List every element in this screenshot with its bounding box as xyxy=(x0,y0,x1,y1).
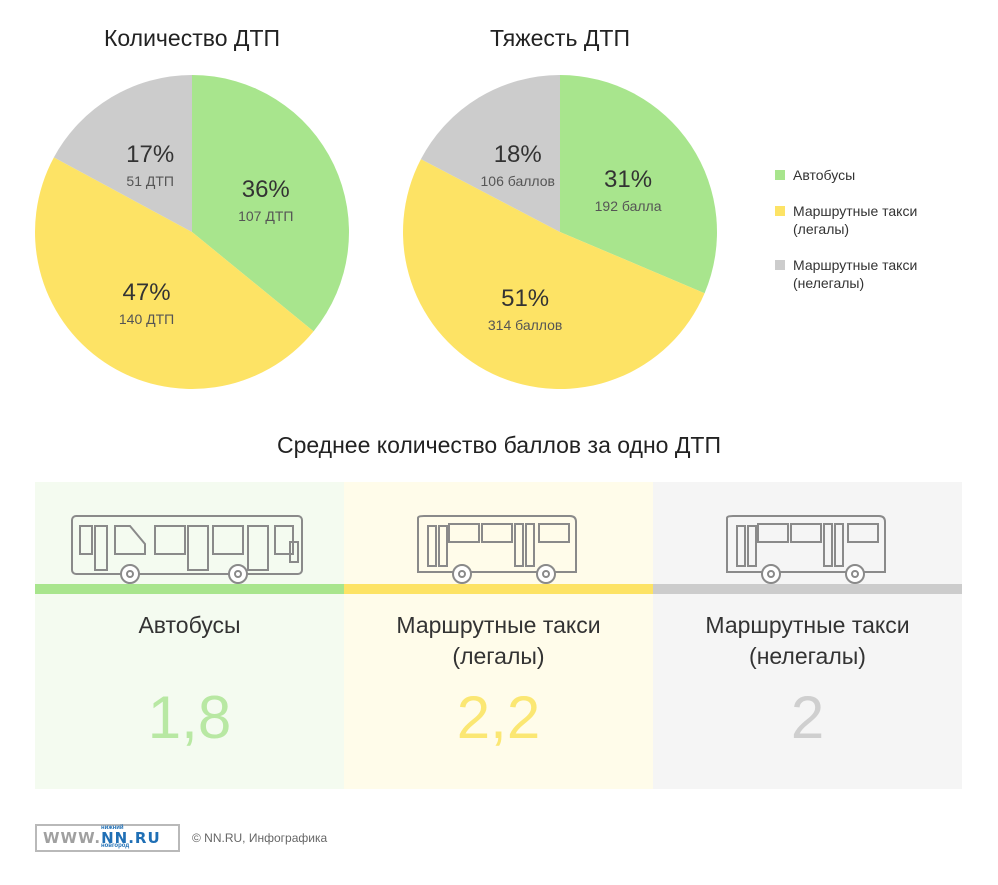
pie-slice-percent: 17% xyxy=(126,141,174,168)
pie-slice-illegal xyxy=(53,75,192,232)
pie-slice-percent: 51% xyxy=(501,285,549,312)
pie-chart-1: 36% 107 ДТП 47% 140 ДТП 17% 51 ДТП xyxy=(35,75,349,389)
copyright-text: © NN.RU, Инфографика xyxy=(192,831,328,845)
legend-item-illegal: Маршрутные такси (нелегалы) xyxy=(775,256,990,292)
pie-slice-legal xyxy=(35,157,314,389)
legend-swatch-legal xyxy=(775,206,785,216)
panel-label-legal: Маршрутные такси (легалы) xyxy=(396,612,601,669)
logo-nn: NN.RU xyxy=(101,829,161,847)
legend-item-bus: Автобусы xyxy=(775,166,990,184)
legend-label: Маршрутные такси (нелегалы) xyxy=(793,257,918,291)
panel-value-illegal: 2 xyxy=(790,684,825,751)
pie-chart-1-title: Количество ДТП xyxy=(103,25,281,51)
pie-slice-bus xyxy=(560,75,717,294)
pie-slice-percent: 36% xyxy=(242,176,290,203)
logo-top-text: нижний xyxy=(101,825,124,831)
pie-slice-value-label: 314 баллов xyxy=(488,317,562,333)
pie-slice-bus xyxy=(192,75,349,332)
pie-slice-value-label: 140 ДТП xyxy=(119,311,174,327)
pie-slice-value-label: 51 ДТП xyxy=(126,173,174,189)
pie-chart-2-title: Тяжесть ДТП xyxy=(490,25,630,51)
pie-slice-percent: 31% xyxy=(604,166,652,193)
pie-slice-legal xyxy=(403,159,705,389)
panel-stripe-bus xyxy=(35,584,344,594)
pie-slice-percent: 18% xyxy=(494,141,542,168)
panel-stripe-illegal xyxy=(653,584,962,594)
panel-value-bus: 1,8 xyxy=(147,684,232,751)
panel-label-illegal: Маршрутные такси (нелегалы) xyxy=(705,612,910,669)
pie-slice-value-label: 106 баллов xyxy=(481,173,555,189)
pie-chart-2: 31% 192 балла 51% 314 баллов 18% 106 баллов xyxy=(403,75,717,389)
panel-stripe-legal xyxy=(344,584,653,594)
panel-illegal: Маршрутные такси (нелегалы) 2 xyxy=(653,482,962,789)
panel-legal: Маршрутные такси (легалы) 2,2 xyxy=(344,482,653,789)
pie-slice-illegal xyxy=(420,75,560,232)
legend-swatch-illegal xyxy=(775,260,785,270)
average-section-title: Среднее количество баллов за одно ДТП xyxy=(276,432,722,458)
panel-bus: Автобусы 1,8 xyxy=(35,482,344,789)
minibus-icon xyxy=(417,515,577,584)
legend-item-legal: Маршрутные такси (легалы) xyxy=(775,202,990,238)
legend-swatch-bus xyxy=(775,170,785,180)
bus-icon xyxy=(71,515,303,584)
pie-slice-percent: 47% xyxy=(123,279,171,306)
logo-bottom-text: новгород xyxy=(101,843,130,849)
panel-label-bus: Автобусы xyxy=(138,612,241,638)
logo-text: WWW.NN.RU xyxy=(43,829,161,847)
chart-legend: Автобусы Маршрутные такси (легалы) Маршр… xyxy=(775,166,990,310)
logo-www: WWW. xyxy=(43,829,102,847)
legend-label: Маршрутные такси (легалы) xyxy=(793,203,918,237)
pie-slice-value-label: 107 ДТП xyxy=(238,208,293,224)
legend-label: Автобусы xyxy=(793,167,856,183)
panel-value-legal: 2,2 xyxy=(456,684,541,751)
nn-logo[interactable]: нижний WWW.NN.RU новгород xyxy=(35,824,180,852)
pie-slice-value-label: 192 балла xyxy=(595,198,662,214)
minibus-icon xyxy=(726,515,886,584)
